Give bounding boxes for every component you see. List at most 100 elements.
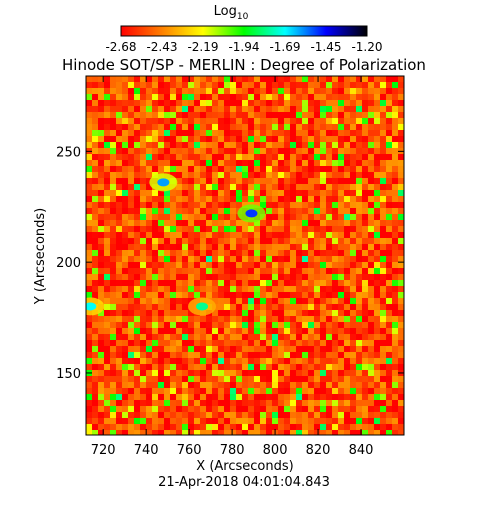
heatmap-cell (386, 346, 392, 352)
heatmap-cell (284, 214, 290, 220)
heatmap-cell (296, 292, 302, 298)
heatmap-cell (104, 160, 110, 166)
heatmap-cell (272, 358, 278, 364)
heatmap-cell (218, 166, 224, 172)
heatmap-cell (308, 166, 314, 172)
heatmap-cell (140, 328, 146, 334)
heatmap-cell (380, 172, 386, 178)
heatmap-cell (116, 202, 122, 208)
heatmap-cell (164, 226, 170, 232)
heatmap-cell (356, 424, 362, 430)
heatmap-cell (146, 94, 152, 100)
heatmap-cell (152, 358, 158, 364)
heatmap-cell (104, 256, 110, 262)
heatmap-cell (362, 130, 368, 136)
heatmap-cell (140, 238, 146, 244)
heatmap-cell (296, 136, 302, 142)
heatmap-cell (122, 388, 128, 394)
heatmap-cell (392, 184, 398, 190)
heatmap-cell (320, 424, 326, 430)
heatmap-cell (260, 262, 266, 268)
heatmap-cell (122, 328, 128, 334)
heatmap-cell (176, 394, 182, 400)
chart-title: Hinode SOT/SP - MERLIN : Degree of Polar… (62, 56, 426, 74)
heatmap-cell (272, 304, 278, 310)
heatmap-cell (122, 376, 128, 382)
heatmap-cell (284, 316, 290, 322)
heatmap-cell (398, 244, 404, 250)
heatmap-cell (380, 346, 386, 352)
heatmap-cell (182, 412, 188, 418)
heatmap-cell (368, 118, 374, 124)
heatmap-cell (272, 280, 278, 286)
heatmap-cell (134, 112, 140, 118)
heatmap-cell (140, 292, 146, 298)
heatmap-cell (266, 154, 272, 160)
heatmap-cell (254, 88, 260, 94)
heatmap-cell (332, 298, 338, 304)
heatmap-cell (320, 412, 326, 418)
heatmap-cell (110, 298, 116, 304)
heatmap-cell (182, 82, 188, 88)
heatmap-cell (260, 310, 266, 316)
heatmap-cell (362, 316, 368, 322)
heatmap-cell (152, 388, 158, 394)
heatmap-cell (260, 100, 266, 106)
heatmap-cell (314, 136, 320, 142)
heatmap-cell (230, 430, 236, 435)
heatmap-cell (224, 238, 230, 244)
heatmap-cell (206, 178, 212, 184)
heatmap-cell (134, 334, 140, 340)
heatmap-cell (182, 424, 188, 430)
heatmap-cell (128, 292, 134, 298)
heatmap-cell (278, 292, 284, 298)
heatmap-cell (176, 310, 182, 316)
heatmap-cell (242, 292, 248, 298)
heatmap-cell (200, 268, 206, 274)
heatmap-cell (248, 322, 254, 328)
heatmap-cell (92, 112, 98, 118)
heatmap-cell (164, 94, 170, 100)
heatmap-cell (320, 154, 326, 160)
heatmap-cell (128, 112, 134, 118)
heatmap-cell (134, 76, 140, 82)
heatmap-cell (278, 406, 284, 412)
heatmap-cell (104, 220, 110, 226)
heatmap-cell (152, 172, 158, 178)
heatmap-cell (188, 256, 194, 262)
heatmap-cell (314, 316, 320, 322)
heatmap-cell (326, 76, 332, 82)
heatmap-cell (218, 112, 224, 118)
heatmap-cell (146, 328, 152, 334)
heatmap-cell (224, 382, 230, 388)
heatmap-cell (266, 142, 272, 148)
heatmap-cell (224, 178, 230, 184)
heatmap-cell (344, 88, 350, 94)
heatmap-cell (302, 382, 308, 388)
heatmap-cell (350, 238, 356, 244)
heatmap-cell (356, 160, 362, 166)
heatmap-cell (176, 190, 182, 196)
heatmap-cell (116, 346, 122, 352)
heatmap-cell (392, 226, 398, 232)
heatmap-cell (86, 274, 92, 280)
heatmap-cell (320, 292, 326, 298)
heatmap-cell (326, 88, 332, 94)
heatmap-cell (308, 88, 314, 94)
heatmap-cell (278, 100, 284, 106)
heatmap-cell (278, 142, 284, 148)
heatmap-cell (152, 280, 158, 286)
heatmap-cell (260, 394, 266, 400)
heatmap-cell (194, 364, 200, 370)
heatmap-cell (158, 220, 164, 226)
heatmap-cell (182, 244, 188, 250)
heatmap-cell (188, 184, 194, 190)
heatmap-cell (344, 412, 350, 418)
heatmap-cell (344, 304, 350, 310)
heatmap-cell (392, 202, 398, 208)
heatmap-cell (104, 286, 110, 292)
heatmap-cell (380, 100, 386, 106)
heatmap-cell (230, 418, 236, 424)
heatmap-cell (374, 382, 380, 388)
heatmap-cell (266, 136, 272, 142)
